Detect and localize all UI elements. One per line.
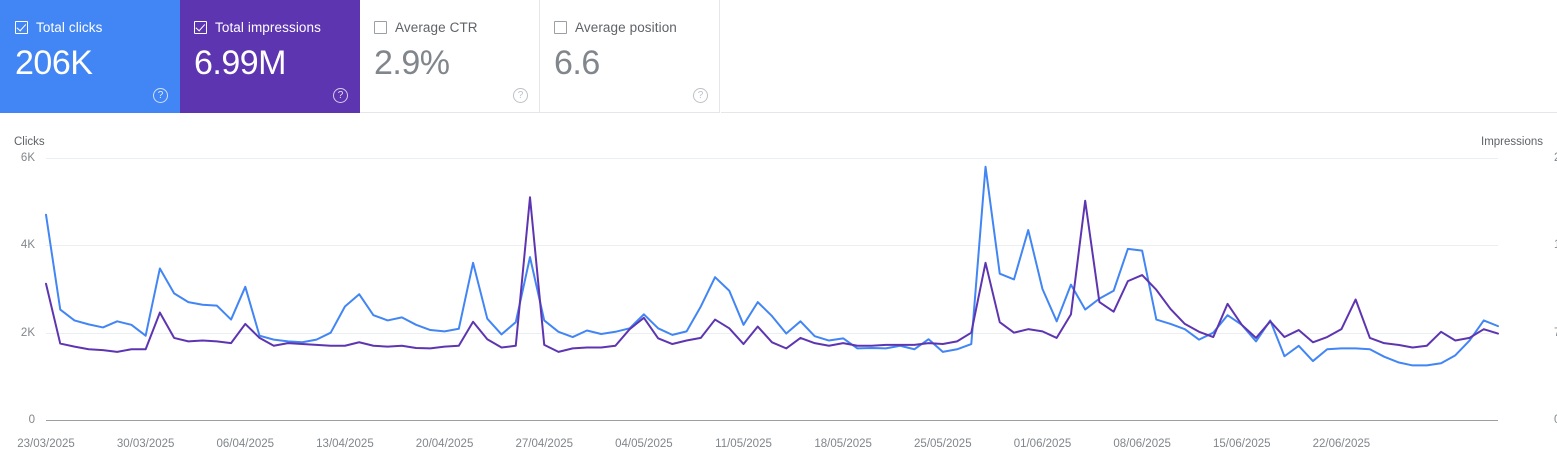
gridline	[46, 420, 1498, 421]
metric-value-total-clicks: 206K	[15, 44, 93, 82]
x-axis-tick-label: 25/05/2025	[914, 438, 972, 450]
x-axis-tick-label: 22/06/2025	[1312, 438, 1371, 450]
chart-lines	[46, 158, 1498, 420]
x-axis-tick-label: 01/06/2025	[1013, 438, 1072, 450]
left-axis-title: Clicks	[14, 136, 45, 148]
cards-filler	[721, 0, 1557, 113]
checkbox-average-ctr[interactable]	[374, 20, 387, 34]
x-axis-tick-label: 08/06/2025	[1113, 438, 1171, 450]
x-axis-tick-label: 11/05/2025	[715, 438, 772, 450]
metric-card-average-position[interactable]: Average position 6.6 ?	[540, 0, 720, 113]
metric-cards: Total clicks 206K ? Total impressions 6.…	[0, 0, 720, 113]
line-series-clicks	[46, 167, 1498, 366]
help-icon[interactable]: ?	[333, 88, 348, 103]
left-axis-tick: 0	[28, 414, 35, 426]
help-icon[interactable]: ?	[693, 88, 708, 103]
metric-card-header: Total impressions	[194, 18, 345, 36]
checkbox-average-position[interactable]	[554, 20, 567, 34]
left-axis-tick: 2K	[20, 326, 35, 339]
right-axis-tick: 150K	[1554, 239, 1557, 251]
metric-card-header: Average position	[554, 18, 705, 36]
metric-value-total-impressions: 6.99M	[194, 44, 287, 82]
right-axis-tick: 0	[1554, 414, 1557, 426]
metric-card-average-ctr[interactable]: Average CTR 2.9% ?	[360, 0, 540, 113]
gridline	[46, 245, 1498, 247]
x-axis-labels: 23/03/2025 30/03/2025 06/04/2025 13/04/2025…	[0, 438, 1557, 460]
help-icon[interactable]: ?	[513, 88, 528, 103]
checkbox-total-impressions[interactable]	[194, 20, 207, 34]
x-axis-tick-label: 15/06/2025	[1212, 438, 1271, 450]
metric-value-average-position: 6.6	[554, 44, 600, 82]
checkbox-total-clicks[interactable]	[15, 20, 28, 34]
left-axis-tick: 6K	[20, 152, 35, 164]
x-axis-tick-label: 20/04/2025	[415, 438, 474, 450]
plot-area: 0 2K 4K 6K 0 75K 150K 225K	[21, 152, 1557, 426]
gridline	[46, 332, 1498, 334]
x-axis-tick-label: 30/03/2025	[116, 438, 175, 450]
metric-card-total-impressions[interactable]: Total impressions 6.99M ?	[180, 0, 360, 113]
right-axis-tick: 225K	[1554, 152, 1557, 164]
line-series-impressions	[46, 197, 1498, 352]
help-icon[interactable]: ?	[153, 88, 168, 103]
x-axis-tick-label: 23/03/2025	[17, 438, 75, 450]
x-axis-tick-label: 04/05/2025	[615, 438, 673, 450]
metric-card-total-clicks[interactable]: Total clicks 206K ?	[0, 0, 180, 113]
gridline	[46, 158, 1498, 159]
x-axis-tick-label: 18/05/2025	[814, 438, 872, 450]
x-axis-tick-label: 06/04/2025	[216, 438, 275, 450]
right-axis-tick: 75K	[1554, 327, 1557, 339]
x-axis-tick-label: 27/04/2025	[515, 438, 574, 450]
metric-label-total-clicks: Total clicks	[36, 19, 103, 35]
metric-card-header: Average CTR	[374, 18, 525, 36]
x-axis-tick-label: 13/04/2025	[316, 438, 374, 450]
left-axis-tick: 4K	[20, 239, 35, 252]
metric-label-average-position: Average position	[575, 19, 677, 35]
metric-label-total-impressions: Total impressions	[215, 19, 321, 35]
metric-label-average-ctr: Average CTR	[395, 19, 478, 35]
right-axis-title: Impressions	[1481, 136, 1543, 148]
metric-card-header: Total clicks	[15, 18, 165, 36]
metric-value-average-ctr: 2.9%	[374, 44, 450, 82]
